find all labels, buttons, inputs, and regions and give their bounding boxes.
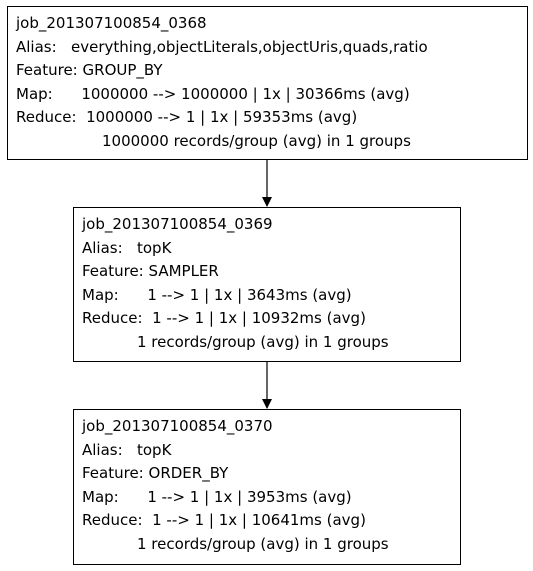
- reduce-value: 1 --> 1 | 1x | 10932ms (avg): [152, 309, 366, 327]
- reduce-row: Reduce: 1 --> 1 | 1x | 10641ms (avg): [82, 509, 460, 533]
- map-row: Map: 1 --> 1 | 1x | 3643ms (avg): [82, 284, 460, 308]
- feature-label: Feature:: [16, 61, 78, 79]
- feature-row: Feature: ORDER_BY: [82, 462, 460, 486]
- map-row: Map: 1 --> 1 | 1x | 3953ms (avg): [82, 486, 460, 510]
- alias-label: Alias:: [82, 238, 123, 257]
- alias-label: Alias:: [16, 37, 57, 56]
- reduce-label: Reduce:: [82, 309, 143, 327]
- job-node-0369: job_201307100854_0369 Alias: topK Featur…: [73, 207, 461, 362]
- reduce-label: Reduce:: [82, 511, 143, 529]
- groups-row: 1 records/group (avg) in 1 groups: [82, 331, 460, 355]
- job-node-0368: job_201307100854_0368 Alias: everything,…: [7, 6, 528, 160]
- reduce-value: 1 --> 1 | 1x | 10641ms (avg): [152, 511, 366, 529]
- reduce-row: Reduce: 1 --> 1 | 1x | 10932ms (avg): [82, 307, 460, 331]
- map-value: 1 --> 1 | 1x | 3953ms (avg): [147, 487, 352, 506]
- alias-value: topK: [136, 440, 172, 459]
- job-node-0370: job_201307100854_0370 Alias: topK Featur…: [73, 409, 461, 565]
- alias-value: topK: [136, 238, 172, 257]
- map-row: Map: 1000000 --> 1000000 | 1x | 30366ms …: [16, 83, 527, 107]
- alias-row: Alias: topK: [82, 237, 460, 261]
- alias-row: Alias: everything,objectLiterals,objectU…: [16, 36, 527, 60]
- map-value: 1000000 --> 1000000 | 1x | 30366ms (avg): [81, 84, 410, 103]
- feature-value: GROUP_BY: [82, 61, 163, 79]
- groups-value: 1 records/group (avg) in 1 groups: [137, 332, 389, 351]
- job-id: job_201307100854_0369: [82, 215, 273, 233]
- alias-label: Alias:: [82, 440, 123, 459]
- map-label: Map:: [16, 84, 53, 103]
- map-value: 1 --> 1 | 1x | 3643ms (avg): [147, 285, 352, 304]
- alias-row: Alias: topK: [82, 439, 460, 463]
- feature-label: Feature:: [82, 262, 144, 280]
- job-id: job_201307100854_0370: [82, 417, 273, 435]
- groups-row: 1 records/group (avg) in 1 groups: [82, 533, 460, 557]
- groups-value: 1 records/group (avg) in 1 groups: [137, 534, 389, 553]
- reduce-label: Reduce:: [16, 108, 77, 126]
- groups-value: 1000000 records/group (avg) in 1 groups: [102, 131, 411, 150]
- feature-label: Feature:: [82, 464, 144, 482]
- feature-row: Feature: SAMPLER: [82, 260, 460, 284]
- map-label: Map:: [82, 285, 119, 304]
- groups-row: 1000000 records/group (avg) in 1 groups: [16, 130, 527, 154]
- feature-value: SAMPLER: [148, 262, 219, 280]
- reduce-value: 1000000 --> 1 | 1x | 59353ms (avg): [86, 108, 358, 126]
- reduce-row: Reduce: 1000000 --> 1 | 1x | 59353ms (av…: [16, 106, 527, 130]
- alias-value: everything,objectLiterals,objectUris,qua…: [70, 37, 428, 56]
- job-id: job_201307100854_0368: [16, 14, 207, 32]
- feature-row: Feature: GROUP_BY: [16, 59, 527, 83]
- map-label: Map:: [82, 487, 119, 506]
- feature-value: ORDER_BY: [148, 464, 229, 482]
